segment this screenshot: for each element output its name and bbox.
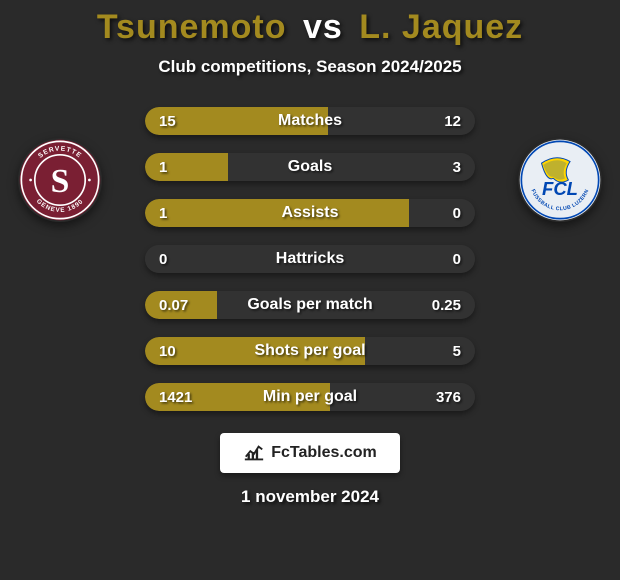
stat-value-right: 5 (453, 343, 461, 360)
stat-value-right: 376 (436, 389, 461, 406)
stat-label: Assists (282, 204, 339, 222)
vs-text: vs (303, 8, 343, 46)
stat-value-left: 0 (159, 251, 167, 268)
stat-label: Hattricks (276, 250, 344, 268)
svg-text:S: S (51, 163, 70, 200)
stat-row: 1 Goals 3 (145, 153, 475, 181)
comparison-card: Tsunemoto vs L. Jaquez Club competitions… (0, 0, 620, 580)
team-left-logo: S SERVETTE GENEVE 1890 (10, 116, 110, 200)
stat-row: 0.07 Goals per match 0.25 (145, 291, 475, 319)
stat-value-right: 3 (453, 159, 461, 176)
date-text: 1 november 2024 (241, 487, 379, 507)
player2-name: L. Jaquez (359, 8, 523, 46)
servette-badge: S SERVETTE GENEVE 1890 (18, 138, 102, 222)
stat-label: Goals per match (247, 296, 372, 314)
servette-badge-svg: S SERVETTE GENEVE 1890 (18, 138, 102, 222)
title: Tsunemoto vs L. Jaquez (97, 8, 523, 47)
stat-value-left: 1421 (159, 389, 192, 406)
stat-row: 10 Shots per goal 5 (145, 337, 475, 365)
bar-right (409, 199, 475, 227)
watermark-text: FcTables.com (271, 444, 377, 462)
stat-label: Shots per goal (254, 342, 365, 360)
stats-list: 15 Matches 12 1 Goals 3 1 Assists 0 0 Hattricks 0 0.… (145, 107, 475, 411)
bar-left (145, 199, 409, 227)
stat-value-left: 1 (159, 159, 167, 176)
bar-left (145, 153, 228, 181)
chart-line-icon (243, 442, 265, 464)
stat-label: Min per goal (263, 388, 357, 406)
stat-value-left: 10 (159, 343, 176, 360)
stat-value-left: 15 (159, 113, 176, 130)
watermark: FcTables.com (220, 433, 400, 473)
stat-value-left: 1 (159, 205, 167, 222)
subtitle: Club competitions, Season 2024/2025 (158, 57, 461, 77)
player1-name: Tsunemoto (97, 8, 287, 46)
stat-value-right: 12 (444, 113, 461, 130)
svg-text:FCL: FCL (542, 178, 578, 199)
team-right-logo: FCL FUSSBALL CLUB LUZERN (510, 116, 610, 200)
stat-row: 15 Matches 12 (145, 107, 475, 135)
luzern-badge-svg: FCL FUSSBALL CLUB LUZERN (518, 138, 602, 222)
stat-label: Matches (278, 112, 342, 130)
stat-row: 0 Hattricks 0 (145, 245, 475, 273)
stat-value-right: 0 (453, 205, 461, 222)
stat-row: 1421 Min per goal 376 (145, 383, 475, 411)
bar-right (228, 153, 476, 181)
stat-label: Goals (288, 158, 332, 176)
stat-value-right: 0 (453, 251, 461, 268)
stat-row: 1 Assists 0 (145, 199, 475, 227)
stat-value-left: 0.07 (159, 297, 188, 314)
luzern-badge: FCL FUSSBALL CLUB LUZERN (518, 138, 602, 222)
stat-value-right: 0.25 (432, 297, 461, 314)
